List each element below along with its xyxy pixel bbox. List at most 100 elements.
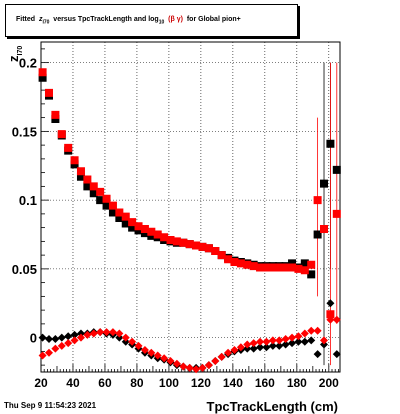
- data-point: [64, 332, 73, 341]
- data-point: [185, 240, 194, 249]
- data-point: [332, 165, 341, 174]
- series-3: [38, 315, 341, 374]
- title-prefix: Fitted: [16, 16, 36, 23]
- data-point: [326, 299, 335, 308]
- data-point: [268, 341, 277, 350]
- data-point: [70, 330, 79, 339]
- data-point: [249, 339, 258, 348]
- data-point: [198, 363, 207, 372]
- title-log-sub: 10: [158, 19, 165, 26]
- x-tick-label: 80: [130, 376, 144, 390]
- data-point: [96, 187, 105, 196]
- data-point: [89, 189, 98, 198]
- data-point: [320, 336, 329, 345]
- data-point: [147, 348, 156, 357]
- data-point: [179, 362, 188, 371]
- data-point: [204, 361, 213, 370]
- data-point: [256, 343, 265, 352]
- data-point: [204, 244, 213, 253]
- data-point: [76, 172, 85, 181]
- y-axis-label: zI70: [6, 46, 24, 62]
- title-box: Fitted zI70 versus TpcTrackLength and lo…: [5, 4, 298, 37]
- y-axis-ticks: 0 0.05 0.1 0.15 0.2: [12, 48, 49, 366]
- y-axis-label-main: z: [6, 55, 21, 62]
- data-point: [166, 236, 175, 244]
- data-point: [332, 350, 341, 359]
- data-point: [313, 196, 322, 205]
- data-point: [134, 222, 143, 231]
- data-point: [249, 262, 258, 271]
- y-tick-label: 0: [30, 331, 37, 346]
- data-point: [76, 333, 85, 342]
- data-point: [236, 259, 245, 268]
- grid-lines: [40, 42, 340, 372]
- y-tick-label: 0.2: [19, 56, 37, 71]
- data-point: [128, 337, 137, 346]
- data-point: [108, 208, 117, 217]
- data-point: [57, 130, 66, 139]
- data-point: [38, 68, 47, 77]
- x-tick-label: 180: [287, 376, 307, 390]
- data-point: [115, 214, 124, 222]
- data-point: [38, 333, 47, 342]
- data-point: [134, 226, 143, 235]
- data-point: [51, 110, 60, 119]
- data-point: [326, 310, 335, 319]
- data-points: [38, 68, 341, 374]
- data-point: [320, 179, 329, 188]
- data-point: [211, 357, 220, 365]
- data-point: [121, 219, 130, 228]
- data-point: [102, 194, 111, 203]
- data-point: [108, 328, 117, 337]
- data-point: [115, 329, 124, 338]
- y-tick-label: 0.15: [12, 124, 37, 139]
- data-point: [38, 73, 47, 82]
- data-point: [64, 339, 73, 348]
- x-axis-ticks: 20 40 60 80 100 120 140 160 180 200: [34, 364, 339, 390]
- x-tick-label: 200: [319, 376, 339, 390]
- title-z-sub: I70: [42, 19, 50, 26]
- data-point: [134, 341, 143, 350]
- data-point: [294, 264, 303, 273]
- data-point: [249, 344, 258, 353]
- data-point: [198, 242, 207, 251]
- data-point: [115, 208, 124, 217]
- x-tick-label: 20: [34, 376, 48, 390]
- data-point: [332, 209, 341, 218]
- data-point: [140, 229, 149, 238]
- data-point: [83, 330, 92, 339]
- data-point: [166, 357, 175, 365]
- data-point: [307, 260, 316, 269]
- data-point: [44, 335, 53, 343]
- data-point: [217, 251, 226, 260]
- data-point: [121, 337, 130, 346]
- data-point: [44, 88, 53, 97]
- data-point: [243, 260, 252, 269]
- data-point: [70, 336, 79, 345]
- y-tick-label: 0.1: [19, 193, 37, 208]
- data-point: [108, 201, 117, 210]
- data-point: [115, 333, 124, 342]
- data-point: [281, 263, 290, 272]
- data-point: [102, 328, 111, 337]
- data-point: [217, 352, 226, 361]
- data-point: [224, 348, 233, 357]
- data-point: [313, 230, 322, 239]
- data-point: [294, 332, 303, 341]
- data-point: [160, 354, 169, 363]
- data-point: [224, 255, 233, 264]
- data-point: [300, 259, 309, 268]
- data-point: [179, 238, 188, 247]
- data-point: [243, 344, 252, 353]
- data-point: [288, 333, 297, 342]
- data-point: [268, 336, 277, 345]
- data-point: [57, 341, 66, 350]
- data-point: [332, 315, 341, 324]
- data-point: [121, 212, 130, 221]
- data-point: [326, 139, 335, 148]
- data-point: [147, 231, 156, 240]
- data-point: [140, 225, 149, 233]
- data-point: [268, 263, 277, 272]
- data-point: [89, 182, 98, 191]
